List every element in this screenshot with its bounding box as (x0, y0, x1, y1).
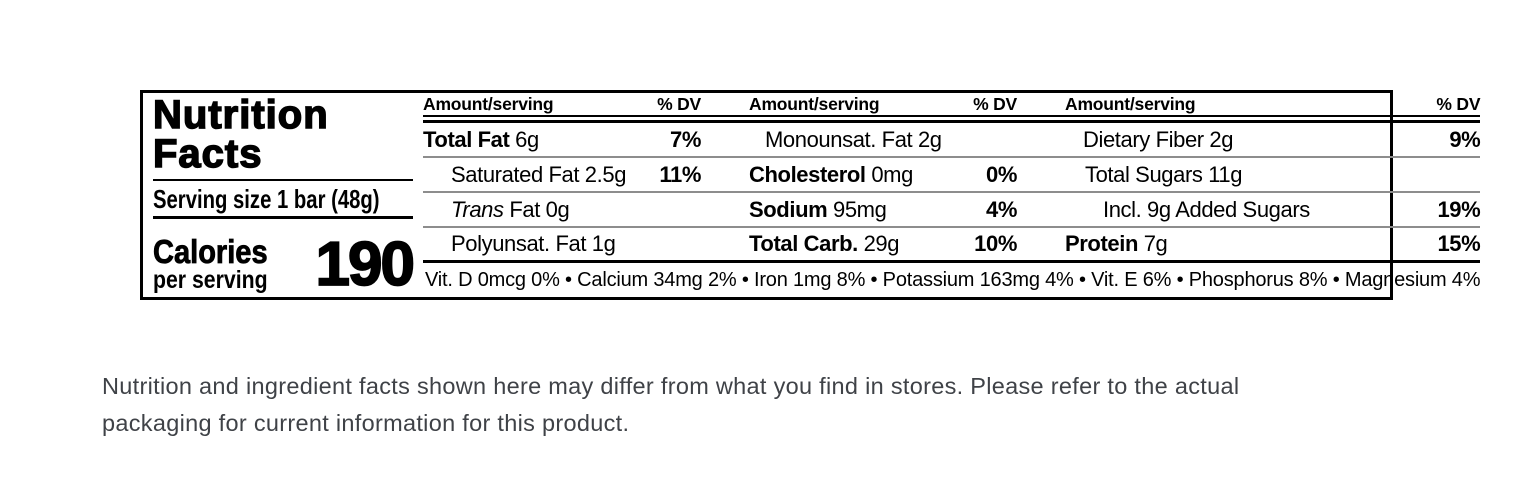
nutrient-row-3: Trans Fat 0g Sodium 95mg 4% Incl. 9g Add… (423, 193, 1481, 228)
dv-value: 10% (974, 231, 1017, 256)
dv-value: 19% (1437, 196, 1481, 222)
percent-dv-header: % DV (657, 94, 701, 114)
dietary-fiber-cell: Dietary Fiber 2g 9% (1065, 126, 1481, 153)
total-sugars-cell: Total Sugars 11g (1065, 162, 1480, 188)
calories-words: Calories per serving (153, 233, 288, 294)
nutrition-facts-title: Nutrition Facts (152, 93, 413, 176)
nutrient-amount: 6g (509, 126, 539, 152)
total-carb-cell: Total Carb. 29g 10% (749, 231, 1017, 257)
total-fat-cell: Total Fat 6g 7% (423, 127, 701, 153)
nutrient-name: Trans (451, 196, 504, 222)
title-divider (153, 179, 413, 181)
trans-fat-cell: Trans Fat 0g (423, 197, 701, 223)
nutrient-name: Protein (1065, 231, 1138, 256)
label-right-panel: Amount/serving % DV Amount/serving % DV … (423, 93, 1488, 297)
column-header-1: Amount/serving % DV (423, 93, 701, 115)
nutrient-row-4: Polyunsat. Fat 1g Total Carb. 29g 10% Pr… (423, 228, 1481, 263)
nutrient-amount: 95mg (827, 196, 887, 222)
added-sugars-cell: Incl. 9g Added Sugars 19% (1065, 196, 1481, 223)
nutrient-amount: Monounsat. Fat 2g (765, 126, 942, 152)
title-line-1: Nutrition (152, 93, 329, 137)
micronutrients-line: Vit. D 0mcg 0% • Calcium 34mg 2% • Iron … (425, 268, 1481, 291)
amount-serving-header: Amount/serving (1065, 94, 1196, 114)
nutrient-name: Total Carb. (749, 231, 858, 256)
nutrient-name: Total Fat (423, 126, 510, 152)
nutrition-facts-label: Nutrition Facts Serving size 1 bar (48g)… (140, 90, 1481, 300)
dv-value: 0% (986, 161, 1017, 187)
amount-serving-header: Amount/serving (749, 94, 880, 114)
title-line-2: Facts (152, 132, 263, 176)
nutrient-amount: Saturated Fat 2.5g (451, 161, 627, 187)
dv-value: 9% (1449, 126, 1481, 152)
nutrient-amount: 7g (1138, 231, 1168, 256)
serving-divider (153, 216, 413, 219)
label-left-panel: Nutrition Facts Serving size 1 bar (48g)… (143, 93, 423, 297)
disclaimer-line-1: Nutrition and ingredient facts shown her… (102, 373, 1240, 399)
calories-value: 190 (315, 230, 416, 299)
dv-value: 11% (659, 161, 701, 187)
disclaimer-line-2: packaging for current information for th… (102, 410, 630, 436)
saturated-fat-cell: Saturated Fat 2.5g 11% (423, 162, 701, 188)
nutrient-amount: Fat 0g (503, 196, 570, 222)
percent-dv-header: % DV (1436, 94, 1481, 114)
dv-value: 15% (1437, 231, 1481, 256)
calories-per-serving-label: per serving (153, 266, 268, 294)
header-thick-rule (423, 120, 1481, 123)
dv-value: 7% (670, 126, 701, 152)
nutrient-name: Cholesterol (749, 161, 866, 187)
column-header-3: Amount/serving % DV (1065, 93, 1481, 115)
nutrient-amount: Total Sugars 11g (1085, 161, 1243, 187)
nutrient-row-2: Saturated Fat 2.5g 11% Cholesterol 0mg 0… (423, 158, 1481, 193)
cholesterol-cell: Cholesterol 0mg 0% (749, 162, 1017, 188)
calories-label: Calories (153, 233, 268, 270)
serving-size: Serving size 1 bar (48g) (153, 184, 380, 214)
sodium-cell: Sodium 95mg 4% (749, 197, 1017, 223)
nutrient-row-1: Total Fat 6g 7% Monounsat. Fat 2g Dietar… (423, 123, 1481, 158)
nutrient-amount: Polyunsat. Fat 1g (451, 231, 616, 256)
percent-dv-header: % DV (973, 94, 1017, 114)
polyunsat-fat-cell: Polyunsat. Fat 1g (423, 231, 701, 257)
nutrient-amount: Dietary Fiber 2g (1083, 126, 1234, 152)
calories-block: Calories per serving 190 (153, 225, 416, 299)
disclaimer-text: Nutrition and ingredient facts shown her… (102, 368, 1239, 442)
dv-value: 4% (986, 196, 1017, 222)
nutrient-amount: 29g (857, 231, 900, 256)
column-headers-row: Amount/serving % DV Amount/serving % DV … (423, 93, 1481, 117)
column-header-2: Amount/serving % DV (749, 93, 1017, 115)
nutrient-amount: Incl. 9g Added Sugars (1103, 196, 1310, 222)
monounsat-fat-cell: Monounsat. Fat 2g (749, 127, 1017, 153)
nutrient-amount: 0mg (865, 161, 913, 187)
nutrient-name: Sodium (749, 196, 828, 222)
protein-cell: Protein 7g 15% (1065, 231, 1481, 257)
amount-serving-header: Amount/serving (423, 94, 554, 114)
